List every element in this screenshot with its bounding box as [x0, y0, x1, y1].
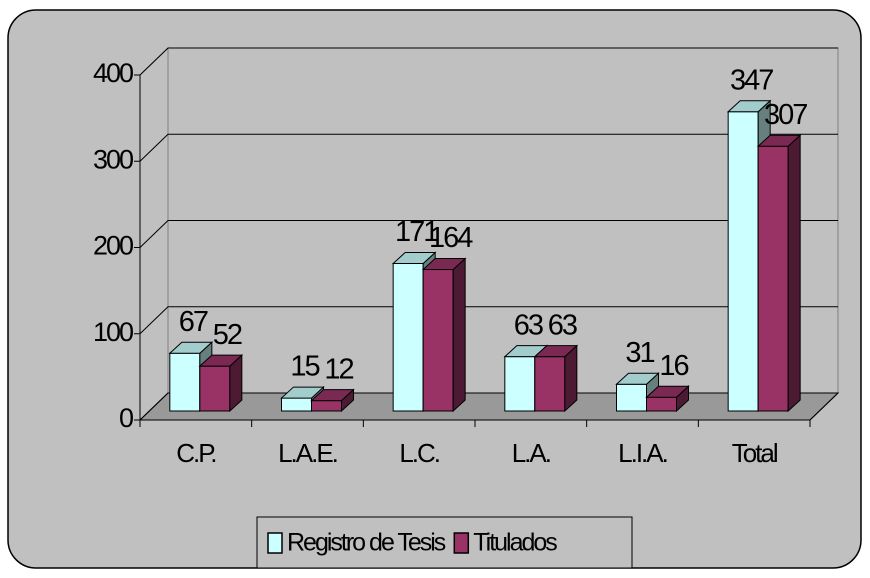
grid-line: [139, 392, 838, 421]
y-tick-label: 300: [93, 144, 133, 174]
bar-front: [392, 263, 424, 412]
value-label: 12: [324, 353, 353, 385]
bar-front: [534, 356, 566, 412]
bar-front: [504, 356, 536, 412]
bar-front: [616, 383, 647, 412]
bar-top: [310, 389, 355, 402]
legend-swatch: [267, 532, 283, 554]
x-tick-label: L.A.: [512, 438, 550, 468]
legend-label: Titulados: [473, 529, 557, 557]
legend-swatch: [453, 532, 470, 554]
bar: [756, 134, 802, 413]
value-label: 16: [659, 350, 688, 382]
grid-line: [139, 306, 838, 335]
value-label: 171: [395, 216, 438, 248]
grid-line: [139, 133, 838, 162]
bar-top: [615, 372, 660, 385]
value-label: 63: [548, 309, 577, 341]
value-label: 52: [213, 319, 242, 351]
legend: [256, 516, 633, 569]
legend-label: Registro de Tesis: [287, 529, 446, 557]
x-tick-label: L.I.A.: [618, 438, 667, 468]
bar-top: [726, 100, 772, 113]
bar-front: [757, 145, 789, 412]
value-label: 307: [764, 99, 807, 131]
bar-top: [756, 134, 802, 147]
bar-front: [422, 269, 454, 412]
bar-side: [452, 257, 466, 413]
x-tick-label: C.P.: [176, 438, 215, 468]
bar-top: [421, 258, 467, 271]
bar-front: [646, 396, 677, 412]
grid-line: [139, 47, 838, 76]
bar-front: [199, 365, 231, 412]
value-label: 31: [625, 337, 654, 369]
bar: [645, 385, 690, 413]
bar: [421, 257, 467, 413]
bar-front: [169, 352, 201, 412]
value-label: 67: [179, 306, 208, 338]
bar: [310, 388, 355, 413]
bar-top: [645, 385, 690, 398]
x-tick-label: Total: [732, 438, 778, 468]
bar-top: [198, 354, 244, 367]
x-tick-label: L.C.: [399, 438, 439, 468]
bar-top: [533, 345, 579, 358]
y-tick-label: 100: [93, 317, 133, 347]
value-label: 15: [290, 351, 319, 383]
value-label: 164: [429, 222, 473, 254]
x-tick-label: L.A.E.: [278, 438, 337, 468]
y-tick-label: 400: [93, 58, 133, 88]
bar-side: [787, 134, 801, 413]
bar-front: [311, 400, 342, 412]
bar-top: [391, 252, 437, 265]
value-label: 347: [730, 64, 773, 96]
bar-top: [280, 386, 325, 399]
value-label: 63: [514, 309, 543, 341]
x-axis-back: [809, 392, 839, 421]
bar-front: [727, 111, 759, 412]
y-tick-label: 200: [93, 231, 133, 261]
grid-line: [139, 220, 838, 248]
bar-top: [168, 341, 214, 354]
bar: [198, 354, 244, 413]
bar-front: [281, 397, 312, 412]
bar: [533, 344, 579, 413]
y-tick-label: 0: [119, 403, 133, 433]
